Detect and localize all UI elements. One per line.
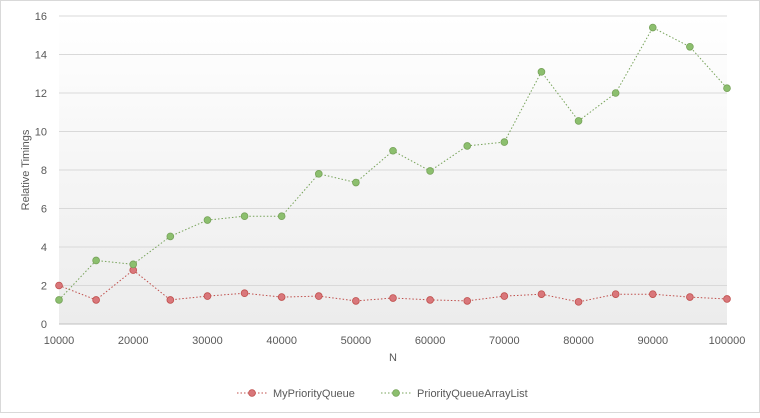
x-tick-label: 100000	[709, 335, 746, 347]
data-point	[166, 232, 175, 241]
data-point	[611, 290, 620, 298]
data-point	[611, 89, 620, 97]
data-point	[723, 84, 731, 92]
data-point	[500, 292, 509, 300]
x-tick-label: 50000	[341, 335, 372, 347]
data-point	[240, 289, 249, 298]
x-tick-label: 40000	[266, 335, 297, 347]
x-tick-label: 30000	[192, 335, 223, 347]
data-point	[92, 296, 100, 304]
legend: MyPriorityQueue PriorityQueueArrayList	[237, 388, 528, 400]
data-point	[686, 42, 694, 51]
series-MyPriorityQueue	[55, 266, 731, 306]
data-point	[648, 23, 657, 32]
legend-item-PriorityQueueArrayList: PriorityQueueArrayList	[381, 388, 528, 400]
data-point	[203, 292, 212, 300]
data-point	[537, 290, 546, 298]
data-point	[426, 296, 434, 304]
data-point	[574, 298, 583, 306]
data-point	[686, 293, 694, 301]
data-point	[55, 296, 63, 304]
data-point	[277, 212, 286, 221]
data-point	[92, 256, 100, 265]
x-tick-label: 60000	[415, 335, 446, 347]
x-tick-label: 20000	[118, 335, 149, 347]
data-point	[277, 293, 286, 301]
data-point	[352, 297, 360, 305]
y-tick-label: 10	[35, 127, 47, 139]
gridlines	[59, 15, 727, 325]
data-point	[129, 260, 138, 269]
y-tick-label: 6	[41, 204, 47, 216]
data-point	[203, 216, 212, 224]
data-point	[314, 292, 323, 300]
y-tick-label: 2	[41, 281, 47, 293]
data-point	[55, 281, 63, 290]
y-tick-label: 16	[35, 11, 47, 23]
legend-item-MyPriorityQueue: MyPriorityQueue	[237, 388, 355, 400]
data-point	[426, 167, 434, 175]
data-point	[166, 296, 175, 304]
x-axis-title: N	[389, 352, 397, 364]
legend-swatch-marker	[392, 389, 400, 397]
data-point	[389, 294, 397, 302]
data-point	[463, 297, 472, 305]
x-tick-label: 10000	[44, 335, 75, 347]
data-point	[723, 295, 731, 303]
y-tick-label: 12	[35, 88, 47, 100]
legend-label: MyPriorityQueue	[273, 388, 355, 400]
legend-label: PriorityQueueArrayList	[417, 388, 528, 400]
x-tick-label: 80000	[563, 335, 594, 347]
data-point	[500, 138, 509, 146]
y-tick-labels: 0 2 4 6 8 10 12 14 16	[35, 11, 47, 331]
series-group	[55, 23, 731, 306]
y-axis-title: Relative Timings	[20, 129, 32, 210]
data-point	[352, 178, 360, 187]
data-point	[463, 142, 472, 150]
x-tick-label: 90000	[637, 335, 668, 347]
y-tick-label: 14	[35, 50, 47, 62]
data-point	[574, 117, 583, 125]
y-tick-label: 4	[41, 242, 47, 254]
data-point	[314, 170, 323, 178]
legend-swatch-marker	[248, 389, 256, 397]
series-PriorityQueueArrayList	[55, 23, 731, 304]
data-point	[389, 146, 397, 155]
data-point	[240, 212, 249, 221]
data-point	[648, 290, 657, 298]
y-tick-label: 0	[41, 319, 47, 331]
x-tick-labels: 10000 20000 30000 40000 50000 60000 70000 80000…	[44, 335, 746, 347]
x-tick-label: 70000	[489, 335, 520, 347]
y-tick-label: 8	[41, 165, 47, 177]
data-point	[537, 68, 546, 76]
